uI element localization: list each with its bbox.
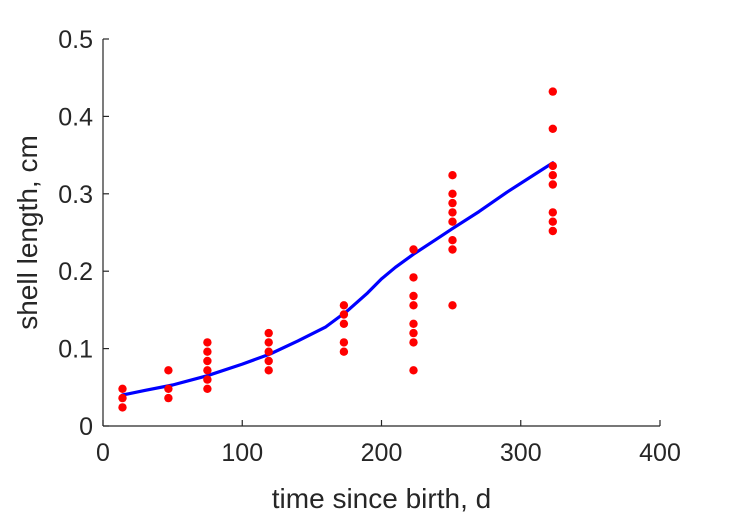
data-point — [448, 236, 457, 245]
data-point — [409, 291, 418, 301]
data-point — [203, 338, 212, 347]
data-point — [339, 319, 349, 328]
data-point — [118, 384, 127, 393]
data-point — [339, 338, 349, 347]
data-point — [448, 245, 457, 254]
data-point — [548, 180, 557, 189]
data-point — [448, 301, 457, 310]
ticks: 0 100 200 300 400 0 0.1 0.2 0.3 0.4 0.5 — [58, 26, 681, 467]
x-tick-label: 300 — [500, 439, 542, 467]
data-point — [118, 393, 127, 403]
data-point — [203, 384, 212, 393]
data-point — [339, 310, 349, 319]
x-tick-label: 400 — [639, 439, 681, 467]
data-point — [448, 217, 457, 226]
x-tick-label: 200 — [361, 439, 403, 467]
data-point — [548, 87, 557, 96]
fit-curve — [120, 161, 555, 397]
data-point — [203, 375, 212, 384]
axes — [102, 39, 660, 427]
data-point — [548, 208, 557, 217]
data-point — [409, 301, 418, 310]
data-point — [548, 226, 557, 236]
y-tick-label: 0.2 — [58, 258, 93, 286]
data-point — [164, 384, 173, 393]
data-point — [264, 356, 273, 366]
data-point — [409, 245, 418, 254]
data-point — [548, 124, 557, 133]
data-point — [118, 403, 127, 412]
data-point — [203, 347, 212, 356]
x-axis-label: time since birth, d — [272, 483, 491, 514]
data-point — [264, 347, 273, 356]
data-point — [409, 366, 418, 375]
data-point — [203, 366, 212, 375]
y-tick-label: 0.1 — [58, 336, 93, 364]
data-point — [339, 301, 349, 310]
data-point — [409, 319, 418, 328]
x-tick-label: 0 — [96, 439, 110, 467]
y-tick-label: 0.5 — [58, 26, 93, 54]
y-axis-label: shell length, cm — [12, 135, 43, 330]
data-point — [264, 338, 273, 347]
data-point — [164, 366, 173, 375]
data-point — [448, 171, 457, 180]
x-tick-label: 100 — [221, 439, 263, 467]
data-points-group — [118, 87, 557, 412]
data-point — [339, 347, 349, 356]
data-point — [448, 189, 457, 198]
y-tick-label: 0.3 — [58, 181, 93, 209]
data-point — [164, 393, 173, 403]
data-point — [409, 273, 418, 282]
data-point — [548, 217, 557, 226]
data-point — [264, 328, 273, 338]
data-point — [264, 366, 273, 375]
data-point — [548, 161, 557, 171]
y-tick-label: 0.4 — [58, 103, 93, 131]
data-point — [409, 328, 418, 338]
data-point — [448, 198, 457, 208]
data-point — [548, 171, 557, 180]
data-point — [203, 356, 212, 366]
y-tick-label: 0 — [79, 413, 93, 441]
data-point — [448, 208, 457, 217]
fit-curve-group — [120, 161, 555, 397]
data-point — [409, 338, 418, 347]
